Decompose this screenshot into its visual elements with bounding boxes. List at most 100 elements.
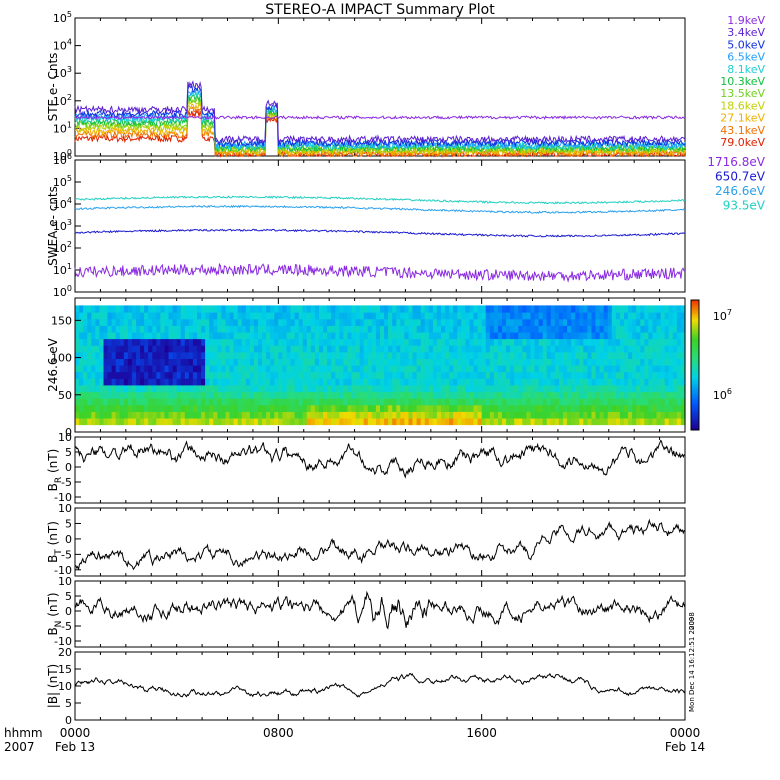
heatmap-cell [245,378,251,386]
heatmap-cell [668,417,674,426]
heatmap-cell [107,398,113,406]
heatmap-cell [258,391,263,399]
heatmap-cell [408,417,414,426]
heatmap-cell [331,351,336,360]
heatmap-cell [563,391,568,399]
heatmap-cell [164,398,170,406]
heatmap-cell [424,331,430,340]
heatmap-cell [660,371,666,379]
heatmap-cell [188,384,194,393]
colorbar-cell [691,300,699,303]
heatmap-cell [205,365,210,373]
heatmap-cell [575,365,580,373]
colorbar-cell [691,375,699,379]
heatmap-cell [229,338,235,346]
heatmap-cell [595,331,601,340]
heatmap-cell [205,371,210,379]
heatmap-cell [607,384,613,393]
heatmap-cell [542,398,548,406]
heatmap-cell [676,312,682,320]
heatmap-cell [497,398,503,406]
heatmap-cell [432,404,438,412]
heatmap-cell [375,365,381,373]
heatmap-cell [282,371,288,379]
heatmap-cell [546,391,552,399]
ste-legend-entry: 13.5keV [720,87,765,100]
heatmap-cell [168,378,174,386]
heatmap-cell [591,305,597,313]
heatmap-cell [314,325,320,333]
heatmap-cell [632,365,637,373]
heatmap-cell [103,331,109,340]
heatmap-cell [282,351,288,360]
ste-legend-entry: 6.5keV [727,51,765,64]
heatmap-cell [526,345,532,353]
heatmap-cell [558,398,564,406]
heatmap-cell [384,312,389,320]
heatmap-cell [375,331,381,340]
heatmap-cell [660,378,666,386]
heatmap-cell [363,384,369,393]
heatmap-cell [160,305,166,313]
heatmap-cell [148,345,153,353]
heatmap-cell [335,325,340,333]
heatmap-cell [632,404,637,412]
heatmap-cell [526,305,532,313]
heatmap-cell [327,318,332,326]
heatmap-cell [323,378,328,386]
heatmap-cell [628,351,633,360]
heatmap-cell [111,312,117,320]
heatmap-cell [554,305,560,313]
heatmap-cell [375,404,381,412]
heatmap-cell [680,305,686,313]
heatmap-cell [538,351,544,360]
colorbar-cell [691,401,699,405]
heatmap-cell [672,417,678,426]
heatmap-cell [640,371,645,379]
heatmap-cell [392,391,397,399]
b-ytick-label: 15 [58,663,72,676]
heatmap-cell [156,404,161,412]
heatmap-cell [168,384,174,393]
heatmap-cell [127,318,133,326]
heatmap-cell [270,305,275,313]
heatmap-cell [424,417,430,426]
heatmap-cell [233,331,239,340]
heatmap-cell [323,411,328,419]
heatmap-cell [506,312,511,320]
heatmap-cell [119,312,125,320]
heatmap-cell [282,378,288,386]
heatmap-cell [453,404,458,412]
heatmap-cell [660,404,666,412]
heatmap-cell [331,338,336,346]
heatmap-cell [274,345,279,353]
heatmap-cell [546,378,552,386]
heatmap-cell [416,305,422,313]
heatmap-cell [306,351,312,360]
heatmap-cell [607,345,613,353]
heatmap-cell [384,318,389,326]
heatmap-cell [367,312,373,320]
heatmap-cell [136,318,141,326]
heatmap-cell [156,391,161,399]
heatmap-cell [518,365,523,373]
heatmap-cell [546,331,552,340]
heatmap-cell [461,312,466,320]
heatmap-cell [676,411,682,419]
heatmap-cell [335,305,340,313]
heatmap-cell [461,305,466,313]
heatmap-cell [371,351,377,360]
heatmap-cell [493,365,499,373]
heatmap-cell [144,411,149,419]
heatmap-cell [205,378,210,386]
heatmap-cell [87,391,92,399]
heatmap-cell [306,338,312,346]
heatmap-cell [481,365,487,373]
heatmap-cell [388,391,393,399]
heatmap-cell [611,358,617,366]
heatmap-cell [314,318,320,326]
heatmap-cell [624,325,629,333]
heatmap-cell [441,371,446,379]
heatmap-cell [188,365,194,373]
heatmap-cell [172,345,178,353]
